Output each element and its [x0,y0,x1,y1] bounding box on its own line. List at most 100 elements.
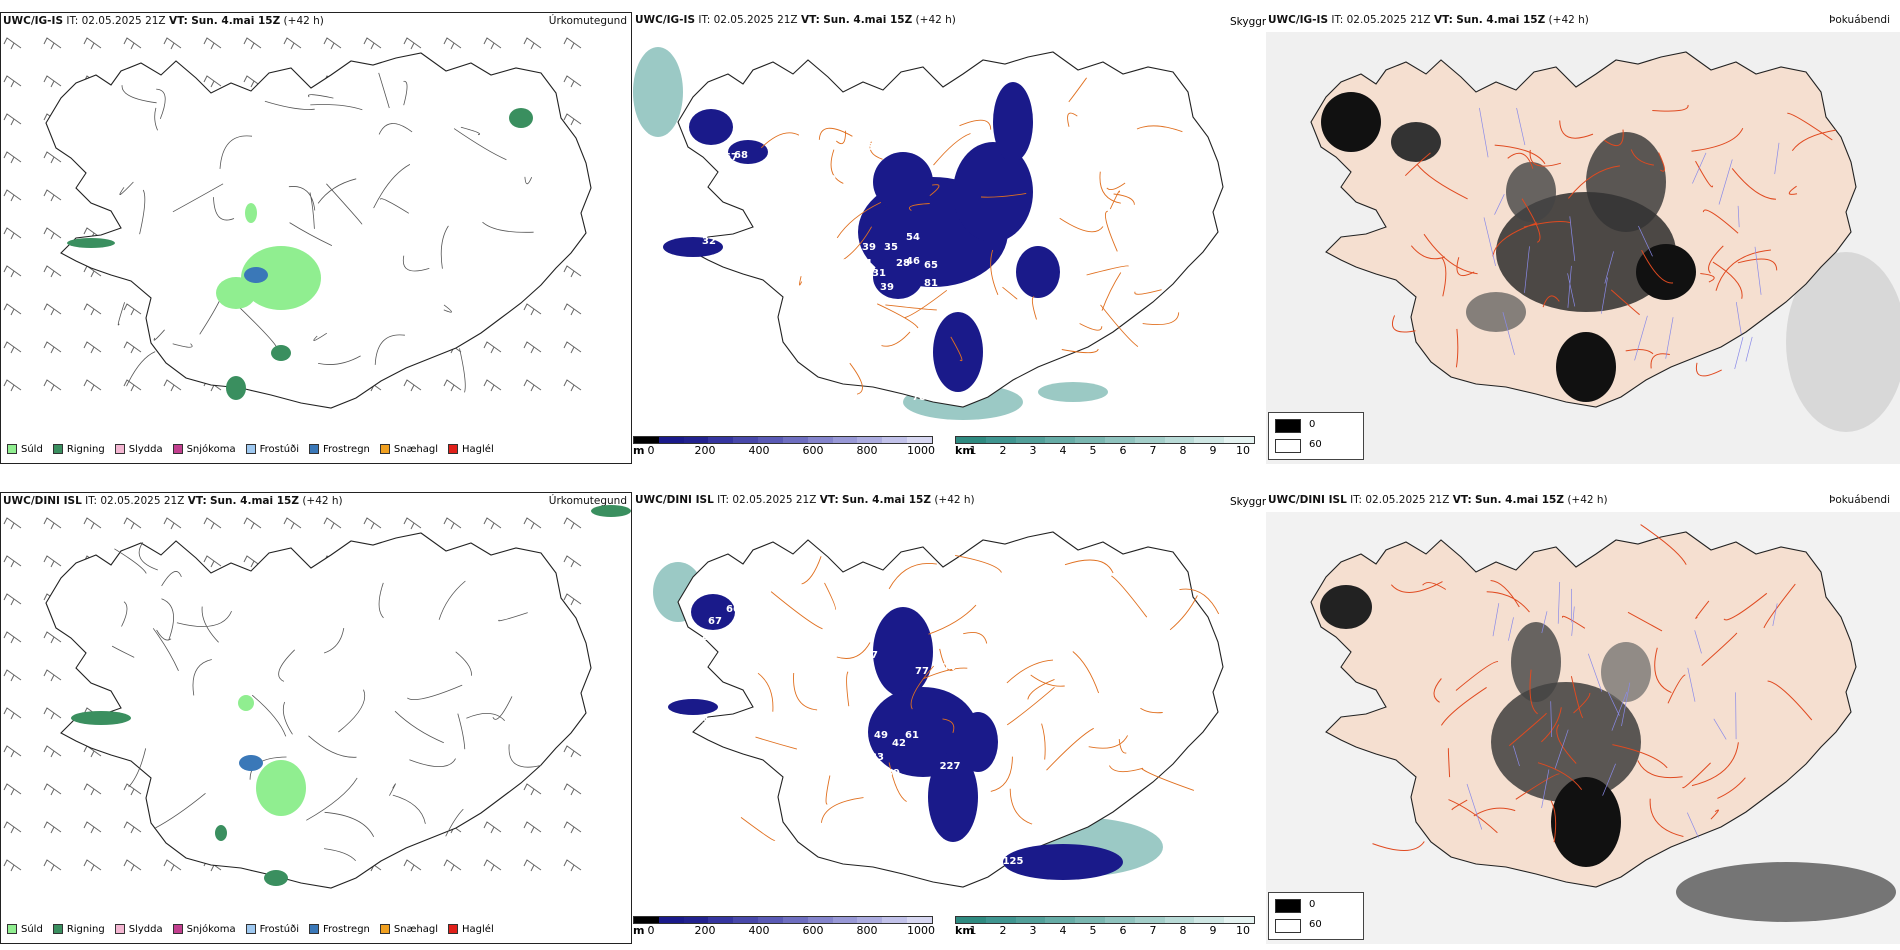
colorbar-unit: m [633,444,645,457]
fog-legend-low-label: 0 [1309,899,1316,910]
vt-value: Sun. 4.mai 15Z [842,494,931,506]
colorbar-swatch [1164,917,1195,923]
colorbar-swatch [634,437,659,443]
precip-legend-item: Frostúði [245,444,299,455]
colorbar-swatch [658,437,684,443]
cloudbase-areas [668,594,1123,880]
it-label: IT: [698,14,711,26]
fog-map [1266,512,1900,944]
model-name: UWC/DINI ISL [1268,494,1347,506]
colorbar-swatch [1104,437,1135,443]
vt-label: VT: [1433,14,1453,26]
fog-legend-low-label: 0 [1309,419,1316,430]
precip-map [3,505,631,889]
river-line [1479,107,1780,370]
vt-label: VT: [1452,494,1472,506]
lead-time: (+42 h) [915,14,956,26]
colorbar-swatch [807,437,833,443]
legend-swatch [114,444,125,454]
colorbar-swatch [907,917,932,923]
vt-value: Sun. 4.mai 15Z [210,495,299,507]
colorbar-swatch [733,437,759,443]
colorbar-tick: 200 [694,444,716,457]
legend-label: Snæhagl [393,923,439,935]
fog-panel-row1: UWC/IG-IS IT: 02.05.2025 21Z VT: Sun. 4.… [1266,12,1900,464]
vt-label: VT: [819,494,839,506]
colorbar-swatch [1224,917,1254,923]
it-value: 02.05.2025 21Z [713,14,798,26]
cloud-height-label: 39 [886,768,900,779]
it-value: 02.05.2025 21Z [1346,14,1431,26]
colorbar-swatch [1194,917,1225,923]
cloud-height-label: 45 [862,338,876,349]
precip-legend-item: Rigning [52,444,105,455]
colorbar-swatch [1075,917,1105,923]
it-value: 02.05.2025 21Z [732,494,817,506]
it-value: 02.05.2025 21Z [100,495,185,507]
fog-legend: 0 60 [1268,412,1364,460]
cloud-height-label: 46 [906,256,920,267]
cloud-height-label: 61 [905,730,919,741]
precip-legend-item: Súld [7,924,43,935]
panel-header: UWC/DINI ISL IT: 02.05.2025 21Z VT: Sun.… [635,492,975,508]
cloud-height-label: 38 [894,348,908,359]
precip-map [3,37,592,409]
colorbar-tick: 10 [1236,924,1250,937]
cloud-height-label: 304 [935,662,956,673]
precip-panel-row2: UWC/DINI ISL IT: 02.05.2025 21Z VT: Sun.… [0,492,632,944]
fog-map [1266,32,1900,464]
colorbar-tick: 8 [1179,444,1187,457]
cloud-height-label: 33 [870,752,884,763]
legend-swatch [172,444,183,454]
precip-legend: Súld Rigning Slydda Snjókoma Frostúði Frostre… [1,437,494,461]
colorbar-tick: 600 [802,444,824,457]
colorbar-swatch [782,437,808,443]
colorbar-tick: 8 [1179,924,1187,937]
colorbar-tick: 1000 [907,444,935,457]
colorbar-tick: 10 [1236,444,1250,457]
cloud-height-label: 63 [776,136,790,147]
colorbar-swatch [1104,917,1135,923]
colorbar-swatch [956,917,986,923]
legend-label: Snæhagl [393,443,439,455]
cloud-height-label: 32 [702,236,716,247]
cloud-height-label: 35 [908,816,922,827]
cloud-height-label: 50 [866,142,880,153]
legend-swatch [448,444,459,454]
precip-legend-item: Rigning [52,923,105,935]
cloud-height-label: 92 [714,144,728,155]
cloud-height-label: 77 [915,666,929,677]
precip-legend-item: Snjókoma [172,444,236,455]
precip-legend-item: Slydda [114,444,163,455]
road-network [111,542,542,862]
cloud-height-label: 66 [726,604,740,615]
colorbar-tick: 6 [1119,924,1127,937]
legend-swatch [379,444,390,454]
iceland-coastline [45,532,592,889]
cloud-height-label: 39 [880,282,894,293]
fog-legend-high-swatch [1275,439,1301,453]
colorbar-swatch [1134,437,1165,443]
panel-header: UWC/DINI ISL IT: 02.05.2025 21Z VT: Sun.… [1268,492,1608,508]
legend-swatch [172,924,183,934]
colorbar-tick: 400 [748,444,770,457]
colorbar-tick: 9 [1209,924,1217,937]
colorbar-swatch [882,917,908,923]
colorbar-swatch [1015,437,1046,443]
lead-time: (+42 h) [1567,494,1608,506]
vt-label: VT: [187,495,207,507]
visibility-colorbar: km 1 2 3 4 5 6 7 8 9 10 [955,436,1255,458]
cloud-height-label: 67 [724,152,738,163]
legend-swatch [309,924,319,934]
vt-value: Sun. 4.mai 15Z [191,15,281,27]
panel-header: UWC/IG-IS IT: 02.05.2025 21Z VT: Sun. 4.… [1268,12,1589,28]
legend-label: Rigning [66,923,105,935]
colorbar-tick: 4 [1059,444,1067,457]
fog-legend-low-swatch [1275,899,1301,913]
cloud-height-label: 99 [791,149,805,160]
vis-title: Skyggni [1230,496,1272,508]
cloudbase-colorbar-swatches [633,916,933,924]
colorbar-swatch [1045,917,1076,923]
colorbar-swatch [807,917,833,923]
